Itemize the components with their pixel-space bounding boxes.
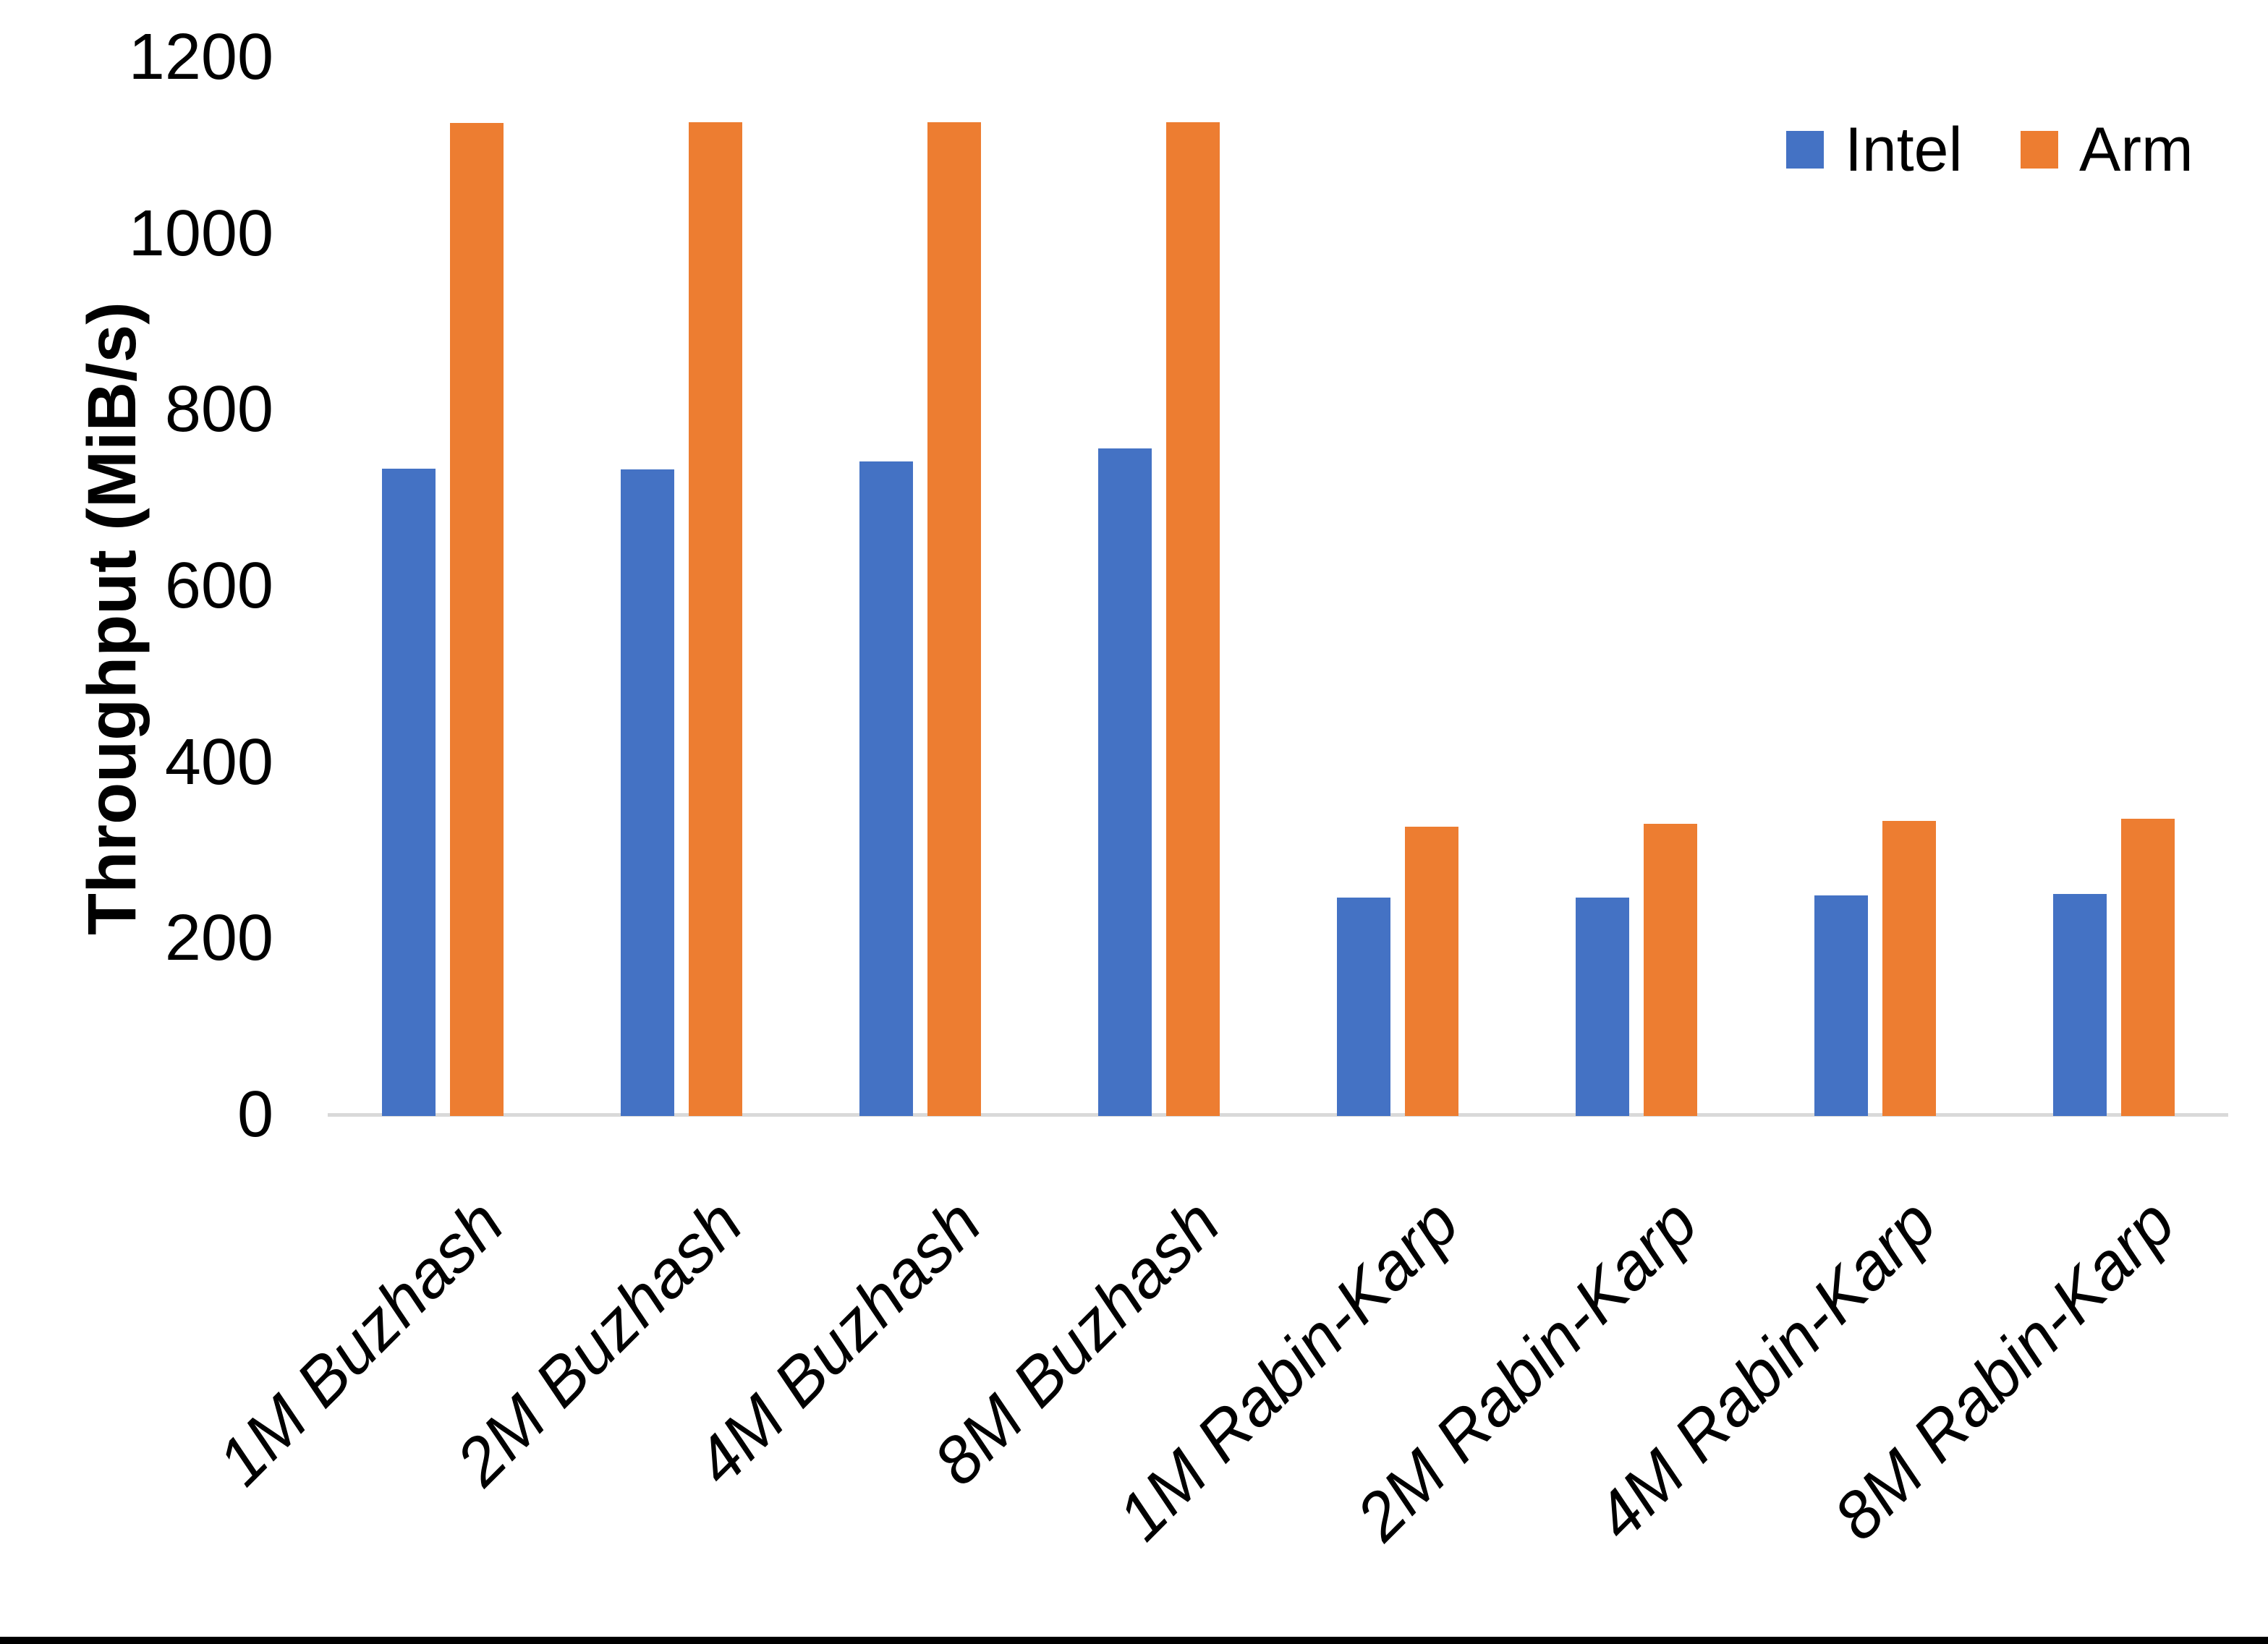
legend-swatch-arm (2021, 131, 2058, 169)
y-tick-label-1200: 1200 (128, 21, 273, 94)
bar-arm-2m-rabin-karp (1644, 823, 1697, 1116)
bar-intel-2m-buzhash (621, 469, 674, 1116)
bar-arm-1m-rabin-karp (1405, 826, 1458, 1116)
bar-intel-8m-buzhash (1098, 448, 1152, 1116)
bar-arm-1m-buzhash (450, 123, 504, 1116)
bar-arm-4m-rabin-karp (1882, 821, 1936, 1116)
y-tick-label-800: 800 (164, 373, 273, 446)
bar-arm-4m-buzhash (927, 122, 981, 1116)
bottom-border (0, 1637, 2268, 1644)
bar-intel-4m-rabin-karp (1814, 895, 1868, 1116)
x-axis-line (328, 1113, 2228, 1117)
y-tick-label-600: 600 (164, 550, 273, 623)
bar-intel-1m-buzhash (382, 468, 436, 1116)
bar-intel-8m-rabin-karp (2053, 894, 2107, 1116)
legend-label-intel: Intel (1845, 115, 1963, 184)
bar-intel-2m-rabin-karp (1576, 898, 1629, 1116)
bar-arm-8m-buzhash (1166, 122, 1220, 1116)
legend-entry-arm: Arm (2021, 115, 2193, 184)
bar-intel-1m-rabin-karp (1337, 898, 1390, 1116)
bar-intel-4m-buzhash (859, 461, 913, 1116)
legend-entry-intel: Intel (1786, 115, 1963, 184)
legend-label-arm: Arm (2079, 115, 2193, 184)
x-label-1m-buzhash: 1M Buzhash (203, 1185, 518, 1500)
bar-arm-8m-rabin-karp (2121, 818, 2175, 1116)
bar-arm-2m-buzhash (689, 122, 742, 1116)
y-tick-label-1000: 1000 (128, 197, 273, 270)
y-tick-label-200: 200 (164, 902, 273, 975)
legend-swatch-intel (1786, 131, 1824, 169)
y-tick-label-400: 400 (164, 725, 273, 798)
y-tick-label-0: 0 (237, 1078, 273, 1151)
